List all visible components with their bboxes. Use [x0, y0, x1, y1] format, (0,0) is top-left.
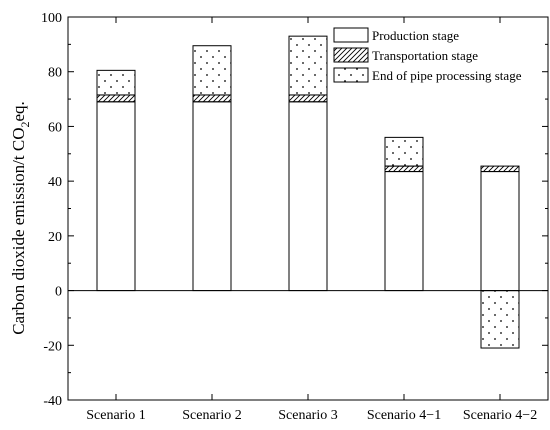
bar-segment: [480, 165, 520, 173]
legend-swatch: [333, 67, 369, 83]
legend-label: Transportation stage: [372, 48, 478, 63]
y-tick-label: 0: [55, 285, 62, 300]
y-tick-label: -20: [43, 339, 62, 354]
y-tick-label: -40: [43, 394, 62, 409]
bar-segment: [192, 45, 232, 96]
y-axis-title-tail: eq.: [9, 101, 28, 121]
bar-segment: [384, 171, 424, 292]
x-tick-label: Scenario 4−2: [463, 408, 537, 423]
bar-segment: [288, 94, 328, 103]
x-tick-label: Scenario 2: [182, 408, 241, 423]
legend-label: Production stage: [372, 28, 459, 43]
bar-segment: [288, 35, 328, 96]
bar-segment: [480, 171, 520, 292]
y-tick-label: 20: [48, 230, 62, 245]
x-tick-label: Scenario 1: [86, 408, 145, 423]
y-tick-label: 100: [41, 11, 62, 26]
y-axis-title: Carbon dioxide emission/t CO2eq.: [9, 101, 32, 335]
y-tick-label: 80: [48, 66, 62, 81]
bar-segment: [384, 165, 424, 173]
y-axis-title-subscript: 2: [18, 122, 32, 128]
axis-ticks-layer: -40 -20 0 20 40 60 80 100 Scenario 1 Scenario 2 Sc…: [41, 11, 548, 423]
y-tick-label: 40: [48, 175, 62, 190]
bar-segment: [384, 136, 424, 167]
bar-segment: [288, 101, 328, 292]
y-tick-label: 60: [48, 120, 62, 135]
bar-segment: [192, 94, 232, 103]
bar-segment: [96, 94, 136, 103]
y-axis-title-main: Carbon dioxide emission/t CO: [9, 128, 28, 335]
bars-layer: [96, 35, 520, 349]
legend: Production stage Transportation stage End …: [333, 27, 522, 83]
bar-segment: [192, 101, 232, 292]
x-tick-label: Scenario 4−1: [367, 408, 441, 423]
bar-segment: [96, 101, 136, 292]
legend-swatch: [333, 47, 369, 63]
bar-segment: [480, 290, 520, 349]
bar-segment: [96, 69, 136, 96]
legend-label: End of pipe processing stage: [372, 68, 522, 83]
legend-swatch: [333, 27, 369, 43]
x-tick-label: Scenario 3: [278, 408, 337, 423]
